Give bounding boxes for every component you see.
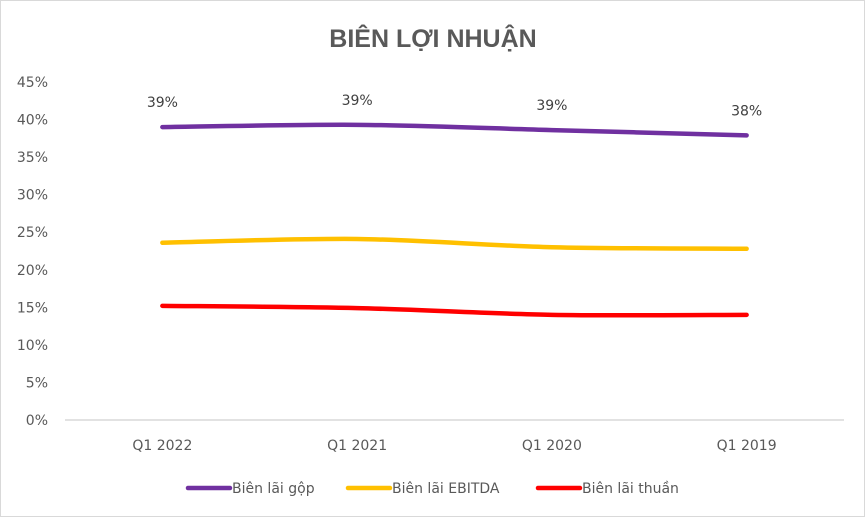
y-tick-label: 15% (17, 300, 48, 316)
y-tick-label: 40% (17, 113, 48, 129)
legend: Biên lãi gộp Biên lãi EBITDA Biên lãi thuầ… (188, 481, 679, 497)
data-label: 38% (731, 103, 762, 119)
y-axis-ticks: 0% 5% 10% 15% 20% 25% 30% 35% 40% 45% (17, 75, 48, 429)
legend-item: Biên lãi gộp (188, 481, 315, 497)
y-tick-label: 20% (17, 263, 48, 279)
y-tick-label: 30% (17, 188, 48, 204)
legend-label: Biên lãi gộp (232, 481, 315, 497)
y-tick-label: 35% (17, 150, 48, 166)
series-line (162, 306, 746, 315)
x-axis-ticks: Q1 2022 Q1 2021 Q1 2020 Q1 2019 (132, 438, 776, 454)
chart-title: BIÊN LỢI NHUẬN (329, 23, 536, 53)
data-label: 39% (147, 95, 178, 111)
x-tick-label: Q1 2021 (327, 438, 387, 454)
series-line (162, 125, 746, 136)
y-tick-label: 5% (26, 375, 48, 391)
data-labels: 39% 39% 39% 38% (147, 93, 762, 120)
legend-label: Biên lãi thuần (582, 481, 679, 497)
y-tick-label: 0% (26, 413, 48, 429)
x-tick-label: Q1 2022 (132, 438, 192, 454)
legend-item: Biên lãi EBITDA (348, 481, 500, 497)
x-tick-label: Q1 2020 (522, 438, 582, 454)
series-lines (162, 125, 746, 316)
series-line (162, 239, 746, 249)
y-tick-label: 25% (17, 225, 48, 241)
y-tick-label: 45% (17, 75, 48, 91)
legend-item: Biên lãi thuần (538, 481, 679, 497)
x-tick-label: Q1 2019 (717, 438, 777, 454)
y-tick-label: 10% (17, 338, 48, 354)
data-label: 39% (536, 98, 567, 114)
data-label: 39% (342, 93, 373, 109)
legend-label: Biên lãi EBITDA (392, 481, 500, 497)
